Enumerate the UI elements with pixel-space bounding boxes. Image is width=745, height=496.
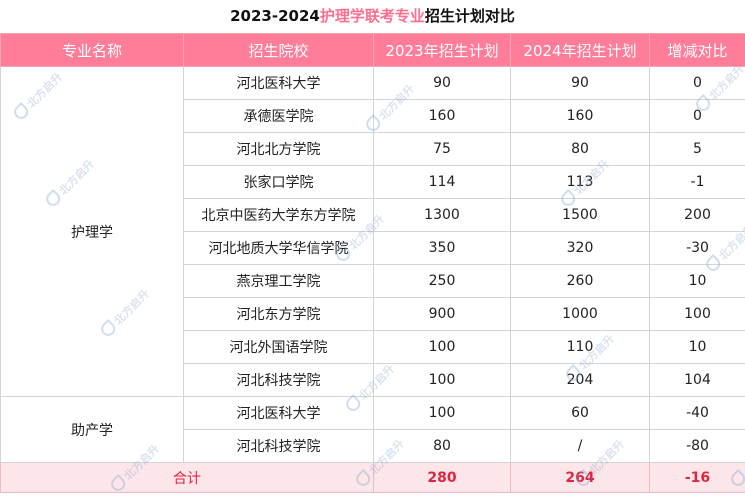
title-prefix: 2023-2024 bbox=[230, 7, 320, 25]
plan-2024-cell: / bbox=[510, 429, 650, 463]
plan-2024-cell: 60 bbox=[510, 396, 650, 430]
plan-2023-cell: 100 bbox=[373, 330, 511, 364]
plan-2023-cell: 1300 bbox=[373, 198, 511, 232]
plan-2023-cell: 900 bbox=[373, 297, 511, 331]
plan-2023-cell: 90 bbox=[373, 66, 511, 100]
plan-2024-cell: 1000 bbox=[510, 297, 650, 331]
diff-cell: 5 bbox=[649, 132, 745, 166]
plan-2023-cell: 100 bbox=[373, 396, 511, 430]
school-cell: 河北医科大学 bbox=[183, 66, 374, 100]
school-cell: 承德医学院 bbox=[183, 99, 374, 133]
diff-cell: 104 bbox=[649, 363, 745, 397]
total-row: 合计 280 264 -16 bbox=[0, 462, 745, 493]
major-name-cell: 助产学 bbox=[0, 396, 184, 463]
table-row: 燕京理工学院 250 260 10 bbox=[1, 264, 745, 298]
plan-2023-cell: 350 bbox=[373, 231, 511, 265]
header-major: 专业名称 bbox=[0, 33, 184, 67]
plan-2023-cell: 160 bbox=[373, 99, 511, 133]
plan-2024-cell: 110 bbox=[510, 330, 650, 364]
table-row: 河北外国语学院 100 110 10 bbox=[1, 330, 745, 364]
school-cell: 河北科技学院 bbox=[183, 363, 374, 397]
header-row: 专业名称 招生院校 2023年招生计划 2024年招生计划 增减对比 bbox=[0, 33, 745, 67]
diff-cell: -80 bbox=[649, 429, 745, 463]
table-row: 河北科技学院 100 204 104 bbox=[1, 363, 745, 397]
diff-cell: 10 bbox=[649, 330, 745, 364]
table-row: 河北科技学院 80/-80 bbox=[1, 429, 745, 463]
plan-2023-cell: 100 bbox=[373, 363, 511, 397]
sheet-title: 2023-2024护理学联考专业招生计划对比 bbox=[0, 0, 745, 33]
plan-2024-cell: 260 bbox=[510, 264, 650, 298]
total-2024: 264 bbox=[510, 462, 650, 493]
table-row: 河北北方学院 75 80 5 bbox=[1, 132, 745, 166]
school-cell: 北京中医药大学东方学院 bbox=[183, 198, 374, 232]
table-row: 护理学 河北医科大学 90 90 0 bbox=[0, 66, 745, 397]
table-row: 张家口学院 114 113 -1 bbox=[1, 165, 745, 199]
plan-2024-cell: 320 bbox=[510, 231, 650, 265]
diff-cell: -1 bbox=[649, 165, 745, 199]
plan-2023-cell: 80 bbox=[373, 429, 511, 463]
header-2023: 2023年招生计划 bbox=[373, 33, 511, 67]
plan-2024-cell: 90 bbox=[510, 66, 650, 100]
table-body: 护理学 河北医科大学 90 90 0 承德医学院 160 160 0 河北北方学院 75 80 5 张家口… bbox=[0, 66, 745, 493]
header-diff: 增减对比 bbox=[649, 33, 745, 67]
school-cell: 张家口学院 bbox=[183, 165, 374, 199]
title-suffix: 招生计划对比 bbox=[424, 7, 515, 25]
header-school: 招生院校 bbox=[183, 33, 374, 67]
table-row: 河北地质大学华信学院 350 320 -30 bbox=[1, 231, 745, 265]
diff-cell: 10 bbox=[649, 264, 745, 298]
diff-cell: 0 bbox=[649, 66, 745, 100]
school-cell: 河北北方学院 bbox=[183, 132, 374, 166]
plan-2024-cell: 80 bbox=[510, 132, 650, 166]
school-cell: 河北地质大学华信学院 bbox=[183, 231, 374, 265]
diff-cell: 200 bbox=[649, 198, 745, 232]
school-cell: 河北科技学院 bbox=[183, 429, 374, 463]
diff-cell: 100 bbox=[649, 297, 745, 331]
school-cell: 燕京理工学院 bbox=[183, 264, 374, 298]
header-2024: 2024年招生计划 bbox=[510, 33, 650, 67]
diff-cell: 0 bbox=[649, 99, 745, 133]
total-2023: 280 bbox=[373, 462, 511, 493]
plan-2023-cell: 75 bbox=[373, 132, 511, 166]
table-row: 助产学 河北医科大学 100 60 -40 bbox=[0, 396, 745, 463]
total-label: 合计 bbox=[0, 462, 374, 493]
enrollment-table: 专业名称 招生院校 2023年招生计划 2024年招生计划 增减对比 护理学 河北… bbox=[0, 33, 745, 493]
total-diff: -16 bbox=[649, 462, 745, 493]
plan-2023-cell: 250 bbox=[373, 264, 511, 298]
plan-2024-cell: 113 bbox=[510, 165, 650, 199]
diff-cell: -30 bbox=[649, 231, 745, 265]
school-cell: 河北外国语学院 bbox=[183, 330, 374, 364]
school-cell: 河北医科大学 bbox=[183, 396, 374, 430]
major-name-cell: 护理学 bbox=[0, 66, 184, 397]
school-cell: 河北东方学院 bbox=[183, 297, 374, 331]
table-row: 承德医学院 160 160 0 bbox=[1, 99, 745, 133]
plan-2024-cell: 1500 bbox=[510, 198, 650, 232]
plan-2023-cell: 114 bbox=[373, 165, 511, 199]
diff-cell: -40 bbox=[649, 396, 745, 430]
title-highlight: 护理学联考专业 bbox=[319, 7, 425, 25]
plan-2024-cell: 204 bbox=[510, 363, 650, 397]
plan-2024-cell: 160 bbox=[510, 99, 650, 133]
